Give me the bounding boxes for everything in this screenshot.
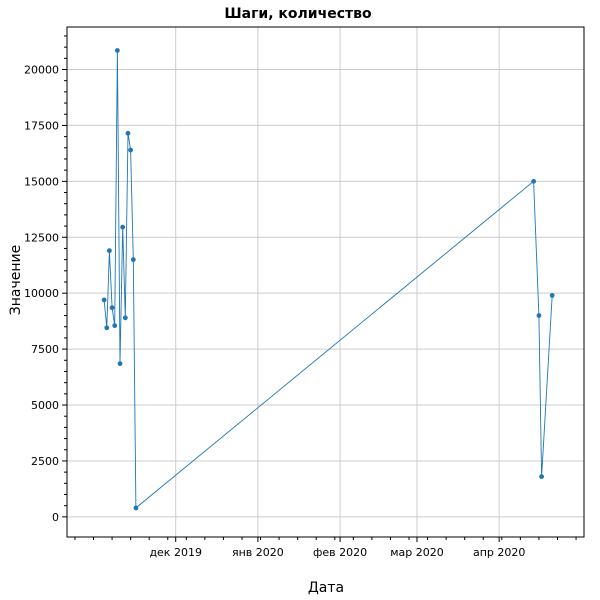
x-axis-label: Дата — [308, 580, 344, 596]
y-tick-label: 7500 — [31, 343, 59, 356]
x-tick-label: апр 2020 — [473, 546, 525, 559]
y-tick-label: 17500 — [24, 119, 59, 132]
y-axis-label: Значение — [8, 245, 24, 315]
grid — [67, 27, 584, 537]
data-point — [128, 147, 134, 153]
data-point — [109, 305, 115, 311]
data-point — [114, 48, 120, 53]
y-tick-label: 15000 — [24, 175, 59, 188]
plot-frame — [66, 26, 585, 538]
data-point — [104, 325, 110, 331]
x-tick-label: мар 2020 — [390, 546, 444, 559]
y-tick-label: 20000 — [24, 64, 59, 77]
y-tick-label: 12500 — [24, 231, 59, 244]
data-point — [107, 248, 112, 254]
data-point — [101, 297, 107, 303]
y-axis-ticks: 0 2500 5000 7500 10000 12500 15000 17500 20000 — [24, 35, 67, 524]
data-point — [539, 474, 544, 480]
data-point — [133, 505, 139, 511]
data-point — [120, 224, 126, 230]
data-point — [117, 361, 123, 367]
y-tick-label: 5000 — [31, 399, 59, 412]
data-point — [130, 257, 136, 263]
y-tick-label: 0 — [52, 511, 59, 524]
data-point — [531, 178, 537, 184]
x-tick-label: янв 2020 — [232, 546, 284, 559]
x-tick-label: дек 2019 — [149, 546, 202, 559]
data-point — [122, 315, 128, 321]
data-point — [549, 293, 555, 298]
series-line — [103, 50, 553, 509]
data-point — [112, 323, 118, 329]
data-points — [101, 48, 555, 511]
y-tick-label: 2500 — [31, 455, 59, 468]
x-tick-label: фев 2020 — [313, 546, 367, 559]
data-point — [125, 130, 131, 136]
data-point — [536, 313, 542, 318]
x-axis-ticks: дек 2019 янв 2020 фев 2020 мар 2020 апр 2020 — [74, 537, 577, 559]
chart-title: Шаги, количество — [224, 6, 372, 22]
y-tick-label: 10000 — [24, 287, 59, 300]
